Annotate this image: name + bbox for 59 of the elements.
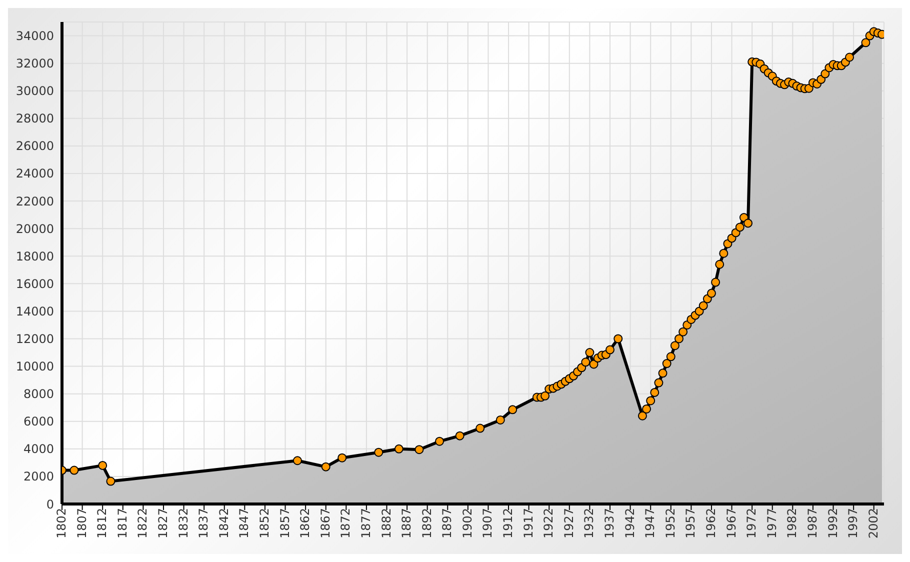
x-tick-label: 1992 (826, 508, 840, 539)
y-tick-label: 0 (46, 497, 54, 512)
x-tick-label: 1957 (684, 508, 698, 539)
x-tick-label: 1807 (74, 508, 89, 539)
y-tick-label: 26000 (16, 139, 54, 154)
x-tick-label: 1932 (582, 508, 596, 539)
x-tick-label: 1962 (704, 508, 718, 539)
x-tick-label: 1827 (156, 508, 170, 539)
y-tick-label: 6000 (23, 414, 54, 429)
y-tick-label: 30000 (16, 84, 54, 98)
x-tick-label: 1817 (115, 508, 130, 539)
x-tick-label: 1997 (846, 508, 860, 539)
x-tick-label: 1922 (542, 508, 556, 539)
x-tick-label: 1802 (54, 508, 69, 539)
y-tick-label: 18000 (16, 249, 54, 264)
x-tick-label: 1947 (643, 508, 658, 539)
x-tick-label: 1977 (764, 508, 779, 539)
x-tick-label: 1937 (602, 508, 617, 539)
y-tick-label: 32000 (16, 56, 54, 71)
x-tick-label: 1952 (663, 508, 678, 539)
x-tick-label: 1897 (440, 508, 454, 539)
y-tick-label: 10000 (16, 360, 54, 374)
x-tick-label: 1887 (400, 508, 414, 539)
x-tick-label: 2002 (866, 508, 880, 539)
y-tick-label: 4000 (23, 442, 54, 456)
x-tick-label: 1877 (358, 508, 373, 539)
x-tick-label: 1847 (237, 508, 252, 539)
x-tick-label: 1942 (622, 508, 637, 539)
y-tick-label: 14000 (16, 304, 54, 318)
x-tick-label: 1867 (318, 508, 332, 539)
x-tick-label: 1907 (480, 508, 495, 539)
y-tick-label: 28000 (16, 112, 54, 126)
y-tick-label: 24000 (16, 166, 54, 181)
x-tick-label: 1857 (278, 508, 292, 539)
x-tick-label: 1917 (521, 508, 536, 539)
x-tick-label: 1982 (785, 508, 800, 539)
y-tick-label: 12000 (16, 332, 54, 346)
x-tick-label: 1812 (95, 508, 110, 539)
x-tick-label: 1862 (298, 508, 312, 539)
x-tick-label: 1832 (176, 508, 190, 539)
x-tick-label: 1902 (460, 508, 474, 539)
x-tick-label: 1987 (805, 508, 820, 539)
x-tick-label: 1927 (562, 508, 576, 539)
y-tick-label: 34000 (16, 29, 54, 44)
y-tick-label: 20000 (16, 222, 54, 236)
x-tick-label: 1892 (420, 508, 434, 539)
x-tick-label: 1822 (136, 508, 150, 539)
x-tick-label: 1852 (257, 508, 272, 539)
x-tick-label: 1872 (338, 508, 353, 539)
y-tick-label: 16000 (16, 276, 54, 291)
x-tick-label: 1882 (379, 508, 394, 539)
x-tick-label: 1967 (724, 508, 738, 539)
y-tick-label: 22000 (16, 194, 54, 208)
x-tick-label: 1912 (501, 508, 516, 539)
x-tick-label: 1842 (216, 508, 231, 539)
y-tick-label: 8000 (23, 387, 54, 402)
x-tick-label: 1837 (196, 508, 211, 539)
y-tick-label: 2000 (23, 470, 54, 484)
x-tick-label: 1972 (744, 508, 759, 539)
